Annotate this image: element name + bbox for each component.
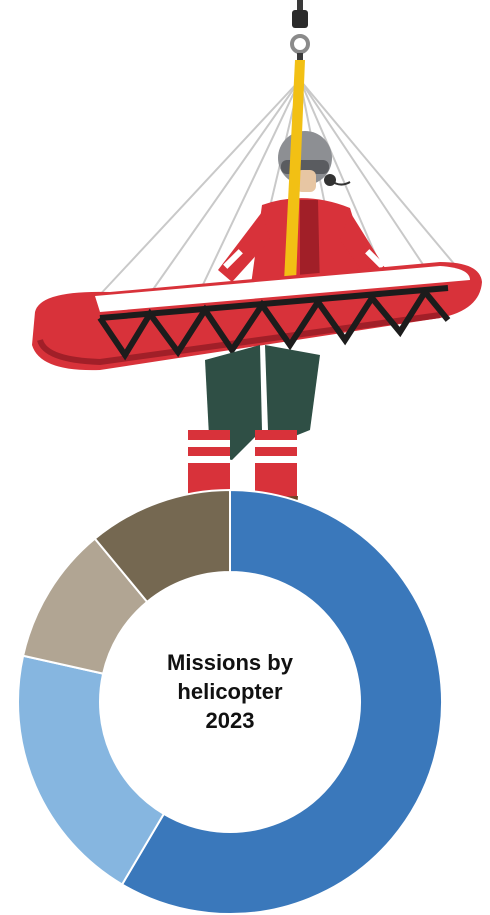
donut-slice-1 [120,488,443,915]
center-label-line-2: helicopter [177,679,283,704]
center-label: Missions by helicopter 2023 [130,648,330,735]
rescue-winch-stretcher-icon [32,0,482,522]
rescuer-legs [188,345,320,500]
center-label-line-3: 2023 [205,708,255,733]
donut-slice-4 [93,488,231,604]
donut-slices [17,488,443,915]
stretcher-icon [32,262,482,371]
rescuer-torso [218,60,385,295]
center-label-line-1: Missions by [167,650,293,675]
